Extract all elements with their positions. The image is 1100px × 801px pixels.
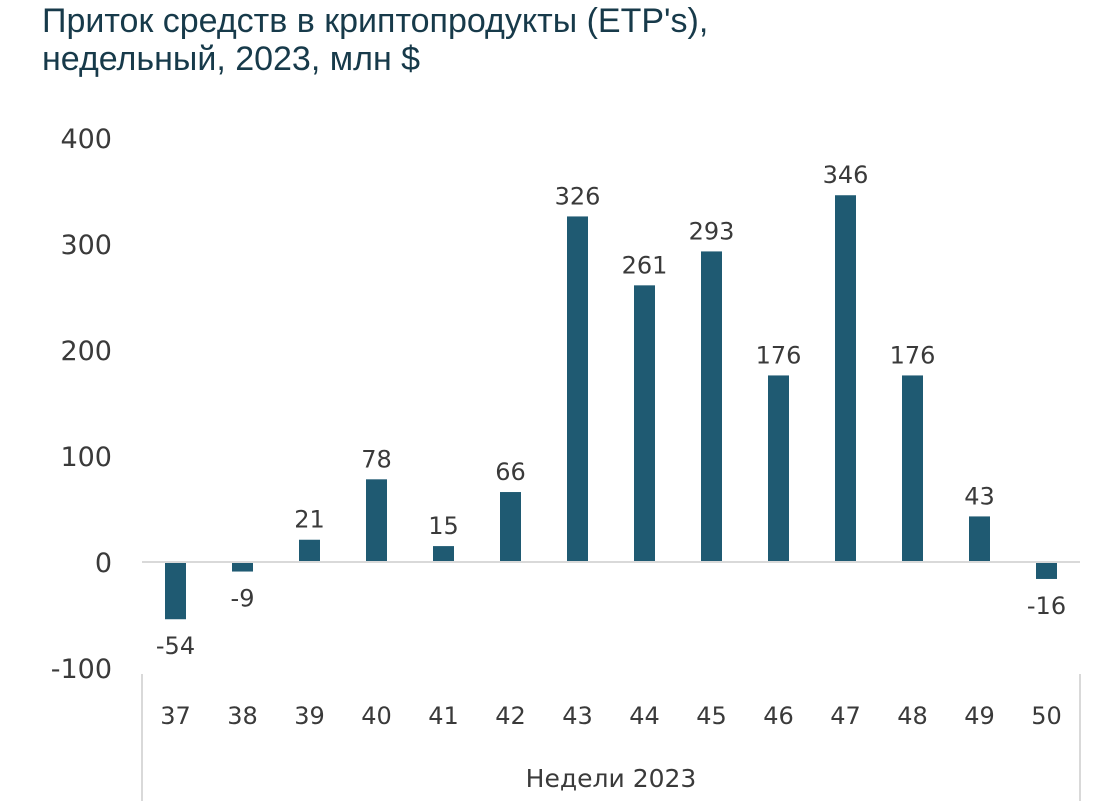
y-tick-label: 100: [60, 442, 112, 473]
bar: [701, 251, 722, 563]
bar: [768, 375, 789, 562]
y-tick-label: 0: [95, 548, 112, 579]
y-tick-label: -100: [51, 654, 112, 685]
bar: [1036, 562, 1057, 579]
x-tick-label: 37: [160, 702, 191, 730]
x-tick-label: 39: [294, 702, 325, 730]
bar: [299, 539, 320, 562]
bar: [165, 562, 186, 620]
bar: [567, 216, 588, 562]
bar: [634, 285, 655, 562]
data-label: 176: [756, 341, 802, 369]
x-axis: 37 38 39 40 41 42 43 44 45 46 47 48 49 50 Недели 2023: [141, 674, 1081, 801]
bar: [969, 516, 990, 562]
y-axis: -100 0 100 200 300 400: [51, 124, 112, 685]
x-tick-label: 47: [830, 702, 861, 730]
x-tick-label: 41: [428, 702, 459, 730]
data-label: 261: [622, 251, 668, 279]
data-label: 66: [495, 458, 526, 486]
x-tick-label: 43: [562, 702, 593, 730]
data-label: 43: [964, 482, 995, 510]
data-label: 176: [890, 341, 936, 369]
data-label: 293: [689, 217, 735, 245]
x-tick-label: 45: [696, 702, 727, 730]
data-label: -54: [156, 632, 195, 660]
data-label: 21: [294, 506, 325, 534]
x-tick-label: 38: [227, 702, 258, 730]
x-tick-label: 49: [964, 702, 995, 730]
data-label: 15: [428, 512, 459, 540]
x-tick-label: 48: [897, 702, 928, 730]
chart-title-line-1: Приток средств в криптопродукты (ETP's),: [42, 2, 709, 40]
data-labels: -54 -9 21 78 15 66 326 261 293 176 346 176 43 -16: [156, 161, 1066, 660]
data-label: 346: [823, 161, 869, 189]
y-tick-label: 400: [60, 124, 112, 155]
data-label: -9: [231, 585, 255, 613]
chart-title-line-2: недельный, 2023, млн $: [42, 40, 421, 78]
x-tick-label: 44: [629, 702, 660, 730]
data-label: 78: [361, 445, 392, 473]
bar: [366, 479, 387, 562]
x-tick-label: 42: [495, 702, 526, 730]
data-label: 326: [555, 182, 601, 210]
x-tick-label: 40: [361, 702, 392, 730]
bar: [500, 492, 521, 562]
bar: [835, 195, 856, 563]
y-tick-label: 200: [60, 336, 112, 367]
x-tick-label: 50: [1031, 702, 1062, 730]
data-label: -16: [1027, 592, 1066, 620]
x-tick-label: 46: [763, 702, 794, 730]
bar-series: [165, 195, 1057, 620]
bar: [232, 562, 253, 572]
y-tick-label: 300: [60, 230, 112, 261]
x-axis-title: Недели 2023: [526, 764, 697, 793]
bar: [902, 375, 923, 562]
bar: [433, 546, 454, 562]
chart-title: Приток средств в криптопродукты (ETP's),…: [42, 2, 708, 78]
